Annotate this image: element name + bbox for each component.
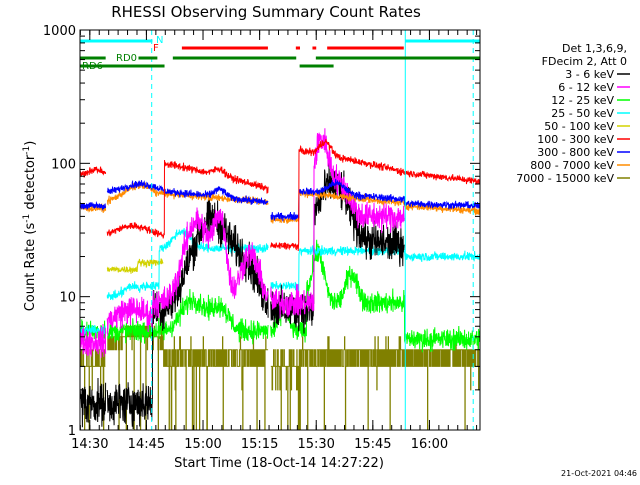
x-tick-label: 15:15 xyxy=(241,437,278,452)
flag-label-f: F xyxy=(153,43,159,54)
legend-entry-label: 3 - 6 keV xyxy=(565,68,614,81)
legend-entry-label: 12 - 25 keV xyxy=(551,94,614,107)
y-axis-label-part: detector xyxy=(23,154,38,214)
legend-entry-label: 300 - 800 keV xyxy=(537,146,614,159)
flag-label-n: N xyxy=(156,35,163,46)
x-tick-label: 14:45 xyxy=(128,437,165,452)
legend-entry-label: 50 - 100 keV xyxy=(544,120,614,133)
series-line-300-800 xyxy=(79,178,481,222)
legend-entry-label: 6 - 12 keV xyxy=(558,81,614,94)
x-tick-label: 16:00 xyxy=(411,437,448,452)
plot-frame xyxy=(79,29,481,431)
y-axis-label-superscript: -1 xyxy=(22,146,32,155)
x-tick-label: 15:45 xyxy=(354,437,391,452)
generation-timestamp: 21-Oct-2021 04:46 xyxy=(561,469,637,478)
x-tick-label: 15:00 xyxy=(184,437,221,452)
y-axis-label-part: Count Rate (s xyxy=(23,223,38,312)
y-tick-label: 10 xyxy=(59,291,76,306)
flag-label-rd0: RD0 xyxy=(116,53,137,64)
x-tick-label: 15:30 xyxy=(297,437,334,452)
plot-area: NF RD0 RD6 xyxy=(79,30,481,431)
y-axis-label-part: ) xyxy=(23,141,38,146)
legend-entry-label: 25 - 50 keV xyxy=(551,107,614,120)
y-axis-label-superscript: -1 xyxy=(22,214,32,223)
y-axis-label: Count Rate (s-1 detector-1) xyxy=(22,141,38,312)
legend-header-line: FDecim 2, Att 0 xyxy=(542,55,627,68)
flag-label-rd6: RD6 xyxy=(82,61,103,72)
x-axis-label: Start Time (18-Oct-14 14:27:22) xyxy=(174,456,384,471)
axes: 1 10 100 1000 14:30 14:45 15:00 15:15 15:30 15:45… xyxy=(43,24,481,452)
x-tick-label: 14:30 xyxy=(71,437,108,452)
y-tick-label: 100 xyxy=(51,157,76,172)
legend-entry-label: 100 - 300 keV xyxy=(537,133,614,146)
chart-title: RHESSI Observing Summary Count Rates xyxy=(111,3,421,21)
legend-entry-label: 7000 - 15000 keV xyxy=(516,172,614,185)
series-line-50-100 xyxy=(106,258,164,274)
legend-entry-label: 800 - 7000 keV xyxy=(530,159,614,172)
y-tick-label: 1000 xyxy=(43,24,76,39)
y-tick-label: 1 xyxy=(68,424,76,439)
legend-header-line: Det 1,3,6,9, xyxy=(562,42,627,55)
legend: Det 1,3,6,9, FDecim 2, Att 0 3 - 6 keV6 … xyxy=(516,42,630,185)
